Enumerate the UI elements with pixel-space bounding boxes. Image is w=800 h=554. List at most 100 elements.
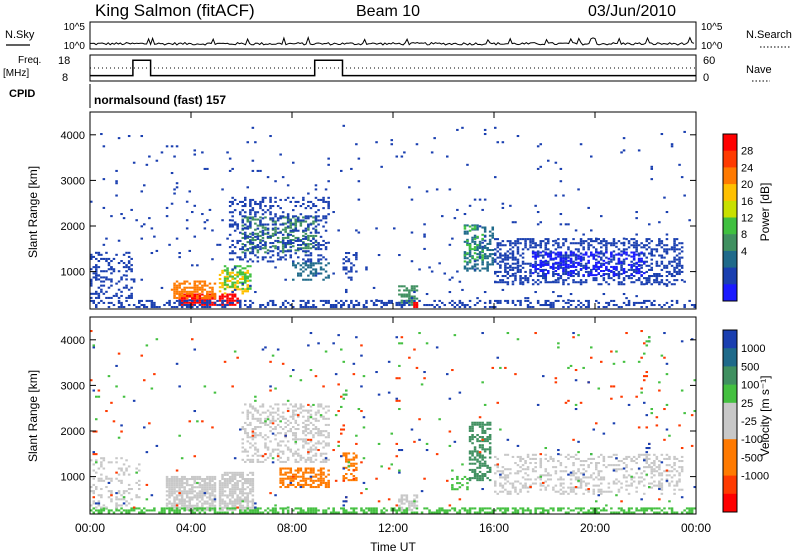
range-cell [175,496,179,499]
range-cell [322,244,325,247]
range-cell [251,482,255,485]
range-cell [612,238,616,241]
range-cell [607,464,611,467]
range-cell [620,283,623,286]
range-cell [678,460,681,463]
range-cell [188,301,192,304]
range-cell [246,502,250,505]
range-cell [279,467,282,470]
range-cell [365,507,368,510]
range-cell [163,509,166,512]
range-cell [299,248,303,251]
range-cell [292,234,295,237]
range-cell [463,265,467,268]
range-cell [180,486,184,489]
range-cell [173,292,176,295]
range-cell [231,492,234,495]
range-cell [658,466,661,469]
range-cell [294,200,298,203]
range-cell [292,216,295,219]
range-cell [635,240,638,243]
range-cell [481,425,484,428]
range-cell [620,507,623,510]
range-cell [120,306,123,309]
range-cell [625,480,628,483]
range-cell [304,483,308,486]
range-cell [504,474,507,477]
range-cell [244,448,247,451]
range-cell [208,303,212,306]
range-cell [648,457,651,460]
range-cell [539,165,543,168]
range-cell [246,216,250,219]
range-cell [284,432,287,435]
range-cell [471,240,474,243]
range-cell [246,478,250,481]
range-cell [660,262,664,265]
range-cell [319,403,323,406]
range-cell [630,478,633,481]
range-cell [95,296,98,299]
range-cell [665,511,669,514]
range-cell [246,287,250,290]
range-cell [175,299,179,302]
range-cell [481,263,484,266]
range-cell [587,255,590,258]
range-cell [185,500,189,503]
range-cell [286,196,290,199]
range-cell [574,253,578,256]
range-cell [680,279,684,282]
range-cell [415,301,419,304]
range-cell [193,508,197,511]
range-cell [302,438,305,441]
range-cell [398,304,401,307]
range-cell [670,264,674,267]
range-cell [259,245,262,248]
range-cell [506,270,510,273]
range-cell [655,466,659,469]
range-cell [675,484,679,487]
range-cell [690,511,694,514]
range-cell [284,486,287,489]
range-cell [256,458,260,461]
range-cell [481,261,484,264]
range-cell [345,466,348,469]
range-cell [496,275,500,278]
range-cell [680,176,684,179]
range-cell [317,411,320,414]
range-cell [602,279,606,282]
range-cell [574,472,578,475]
range-cell [304,227,308,230]
range-cell [251,509,255,512]
range-cell [261,229,265,232]
range-cell [511,511,515,514]
range-cell [231,507,234,510]
range-cell [193,235,197,238]
range-cell [105,296,108,299]
range-cell [504,252,507,255]
range-cell [221,506,224,509]
range-cell [246,454,250,457]
range-cell [216,304,219,307]
range-cell [251,301,255,304]
range-cell [241,471,245,474]
range-cell [486,436,489,439]
range-cell [309,270,313,273]
range-cell [289,250,293,253]
range-cell [180,490,184,493]
range-cell [254,218,257,221]
range-cell [249,484,252,487]
range-cell [554,194,558,197]
range-cell [334,304,338,307]
range-cell [261,436,265,439]
range-cell [511,250,515,253]
range-cell [307,217,310,220]
range-cell [249,284,252,287]
range-cell [501,260,505,263]
range-cell [380,509,383,512]
range-cell [441,215,444,218]
range-cell [90,299,93,302]
range-cell [281,211,285,214]
range-cell [324,509,328,512]
range-cell [165,478,169,481]
